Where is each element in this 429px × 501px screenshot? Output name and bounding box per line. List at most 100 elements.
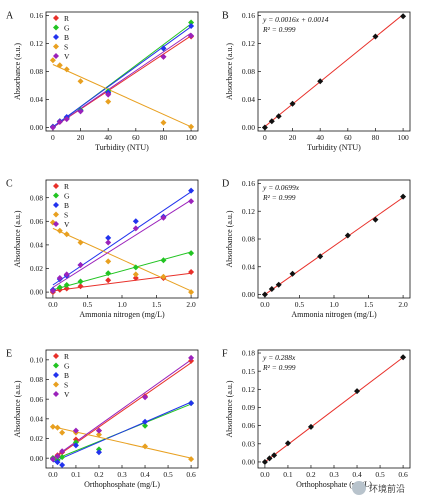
regression-equation: y = 0.0699x — [262, 183, 300, 192]
data-point-s — [56, 227, 63, 234]
data-point-b — [132, 218, 139, 225]
x-tick-label: 0.2 — [306, 470, 316, 479]
y-tick-label: 0.06 — [30, 395, 43, 404]
x-tick-label: 0.0 — [48, 300, 58, 309]
data-point-v — [49, 287, 56, 294]
y-axis-label: Absorbance (a.u.) — [13, 380, 22, 437]
data-point-r — [77, 283, 84, 290]
x-tick-label: 100 — [185, 133, 197, 142]
data-point-r — [188, 269, 195, 276]
x-tick-label: 0.5 — [295, 300, 305, 309]
data-point-v — [95, 427, 102, 434]
data-point-calibration — [317, 78, 324, 85]
panel-f: F 0.0 0.1 0.2 0.3 0.4 0.5 0.6 0.00 0.03 0.06 0.09 0.… — [222, 348, 411, 489]
data-point-v — [160, 214, 167, 221]
y-tick-label: 0.12 — [242, 207, 255, 216]
data-point-b — [105, 234, 112, 241]
data-point-calibration — [289, 270, 296, 277]
data-point-calibration — [275, 113, 282, 120]
legend-label: S — [64, 43, 68, 52]
legend-label: S — [64, 381, 68, 390]
y-tick-label: 0.04 — [30, 95, 43, 104]
data-point-s — [188, 289, 195, 296]
fit-line-s — [52, 227, 192, 292]
data-point-b — [95, 449, 102, 456]
x-tick-label: 60 — [132, 133, 140, 142]
panel-c: C 0.0 0.5 1.0 1.5 2.0 0.00 0.02 0.04 0.06 0.08 Ammo… — [6, 178, 199, 319]
data-point-s — [56, 62, 63, 69]
data-point-g — [188, 19, 195, 26]
data-point-v — [160, 53, 167, 60]
y-tick-label: 0.00 — [242, 290, 255, 299]
data-point-b — [54, 459, 61, 466]
y-tick-label: 0.04 — [242, 262, 255, 271]
data-point-s — [59, 429, 66, 436]
legend-label: G — [64, 362, 70, 371]
data-point-calibration — [354, 388, 361, 395]
legend-marker — [53, 192, 59, 199]
data-point-s — [105, 258, 112, 265]
y-tick-label: 0.12 — [242, 39, 255, 48]
panel-letter: C — [6, 178, 13, 189]
data-point-v — [188, 354, 195, 361]
legend-label: B — [64, 33, 69, 42]
legend-marker — [53, 34, 59, 40]
y-tick-label: 0.10 — [30, 355, 43, 364]
x-axis-label: Turbidity (NTU) — [307, 143, 361, 152]
data-point-s — [49, 57, 56, 64]
x-tick-label: 0.1 — [71, 470, 81, 479]
legend-marker — [53, 43, 59, 50]
x-tick-label: 1.5 — [152, 300, 162, 309]
data-point-g — [105, 270, 112, 277]
y-axis-label: Absorbance (a.u.) — [13, 210, 22, 267]
data-point-s — [63, 231, 70, 238]
data-point-calibration — [284, 440, 291, 447]
y-axis-label: Absorbance (a.u.) — [225, 380, 234, 437]
data-point-v — [77, 108, 84, 115]
y-tick-label: 0.08 — [242, 235, 255, 244]
y-tick-label: 0.16 — [242, 11, 255, 20]
legend-marker — [53, 211, 59, 218]
data-point-v — [59, 448, 66, 455]
legend-label: R — [64, 14, 69, 23]
y-tick-label: 0.12 — [30, 39, 43, 48]
fit-line-v — [52, 32, 192, 128]
data-point-s — [188, 123, 195, 130]
data-point-v — [56, 118, 63, 125]
y-tick-label: 0.08 — [30, 67, 43, 76]
x-tick-label: 0.6 — [398, 470, 408, 479]
x-tick-label: 0.3 — [329, 470, 339, 479]
data-point-v — [188, 198, 195, 205]
data-point-g — [188, 250, 195, 257]
y-axis-label: Absorbance (a.u.) — [225, 210, 234, 267]
x-axis-label: Orthophosphate (mg/L) — [84, 480, 160, 489]
data-point-calibration — [268, 118, 275, 125]
x-tick-label: 40 — [104, 133, 112, 142]
data-point-v — [105, 239, 112, 246]
data-point-r — [63, 285, 70, 292]
x-tick-label: 2.0 — [398, 300, 408, 309]
legend-label: R — [64, 352, 69, 361]
fit-line-b — [52, 191, 192, 286]
fit-line-b — [52, 26, 192, 128]
x-axis-label: Ammonia nitrogen (mg/L) — [79, 310, 165, 319]
y-tick-label: 0.00 — [242, 458, 255, 467]
legend-label: V — [64, 220, 70, 229]
panel-letter: E — [6, 348, 12, 359]
legend-label: G — [64, 24, 70, 33]
y-tick-label: 0.04 — [30, 414, 43, 423]
x-tick-label: 80 — [160, 133, 168, 142]
x-tick-label: 0.0 — [48, 470, 58, 479]
y-tick-label: 0.16 — [30, 11, 43, 20]
data-point-calibration — [317, 253, 324, 260]
panel-e: E 0.0 0.1 0.2 0.3 0.4 0.5 0.6 0.00 0.02 0.04 0.06 0.… — [6, 348, 199, 489]
wechat-logo-icon — [352, 481, 366, 495]
x-tick-label: 1.5 — [364, 300, 374, 309]
y-tick-label: 0.04 — [30, 241, 43, 250]
data-point-b — [142, 418, 149, 425]
legend-marker — [53, 15, 59, 21]
y-tick-label: 0.08 — [30, 193, 43, 202]
y-tick-label: 0.00 — [30, 288, 43, 297]
legend-label: V — [64, 390, 70, 399]
data-point-calibration — [372, 33, 379, 40]
